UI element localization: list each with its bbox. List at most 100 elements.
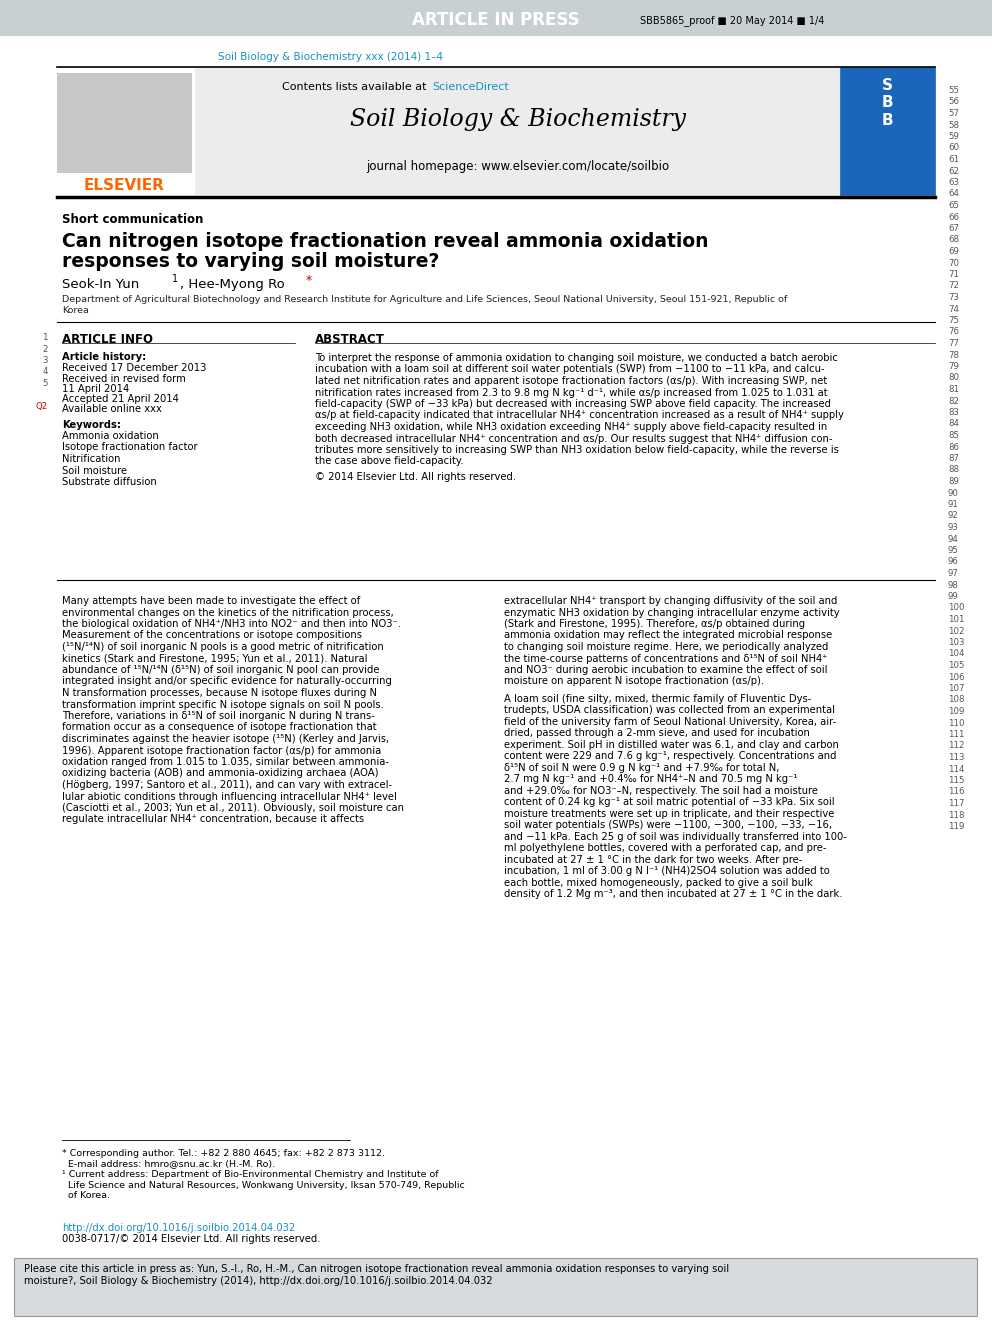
Text: 92: 92 [948,512,959,520]
Text: 98: 98 [948,581,959,590]
Bar [0,0,992,36]
Text: Can nitrogen isotope fractionation reveal ammonia oxidation: Can nitrogen isotope fractionation revea… [62,232,708,251]
Text: 109: 109 [948,706,964,716]
Text: ScienceDirect: ScienceDirect [432,82,509,93]
Text: 82: 82 [948,397,959,406]
Text: Korea: Korea [62,306,89,315]
Text: 59: 59 [948,132,959,142]
Text: Keywords:: Keywords: [62,419,121,430]
Text: δ¹⁵N of soil N were 0.9 g N kg⁻¹ and +7.9‰ for total N,: δ¹⁵N of soil N were 0.9 g N kg⁻¹ and +7.… [504,763,780,773]
Text: the biological oxidation of NH4⁺/NH3 into NO2⁻ and then into NO3⁻.: the biological oxidation of NH4⁺/NH3 int… [62,619,401,628]
Text: Received 17 December 2013: Received 17 December 2013 [62,363,206,373]
Text: to changing soil moisture regime. Here, we periodically analyzed: to changing soil moisture regime. Here, … [504,642,828,652]
Text: Life Science and Natural Resources, Wonkwang University, Iksan 570-749, Republic: Life Science and Natural Resources, Wonk… [62,1180,464,1189]
Text: 64: 64 [948,189,959,198]
Text: ABSTRACT: ABSTRACT [315,333,385,347]
Text: © 2014 Elsevier Ltd. All rights reserved.: © 2014 Elsevier Ltd. All rights reserved… [315,472,516,482]
Text: experiment. Soil pH in distilled water was 6.1, and clay and carbon: experiment. Soil pH in distilled water w… [504,740,839,750]
Text: field of the university farm of Seoul National University, Korea, air-: field of the university farm of Seoul Na… [504,717,836,726]
Text: ARTICLE INFO: ARTICLE INFO [62,333,153,347]
Text: 78: 78 [948,351,959,360]
Text: ml polyethylene bottles, covered with a perforated cap, and pre-: ml polyethylene bottles, covered with a … [504,843,826,853]
Text: ammonia oxidation may reflect the integrated microbial response: ammonia oxidation may reflect the integr… [504,631,832,640]
Text: 60: 60 [948,143,959,152]
Text: Short communication: Short communication [62,213,203,226]
Text: 91: 91 [948,500,959,509]
Text: incubation with a loam soil at different soil water potentials (SWP) from −1100 : incubation with a loam soil at different… [315,365,824,374]
Text: exceeding NH3 oxidation, while NH3 oxidation exceeding NH4⁺ supply above field-c: exceeding NH3 oxidation, while NH3 oxida… [315,422,827,433]
Text: Substrate diffusion: Substrate diffusion [62,478,157,487]
Text: 118: 118 [948,811,964,819]
Text: 67: 67 [948,224,959,233]
Text: Measurement of the concentrations or isotope compositions: Measurement of the concentrations or iso… [62,631,362,640]
Text: Please cite this article in press as: Yun, S.-I., Ro, H.-M., Can nitrogen isotop: Please cite this article in press as: Yu… [24,1263,729,1274]
Text: lated net nitrification rates and apparent isotope fractionation factors (αs/p).: lated net nitrification rates and appare… [315,376,827,386]
Text: 2: 2 [43,344,48,353]
Text: 1996). Apparent isotope fractionation factor (αs/p) for ammonia: 1996). Apparent isotope fractionation fa… [62,745,381,755]
Text: 106: 106 [948,672,964,681]
Text: 95: 95 [948,546,959,556]
Text: http://dx.doi.org/10.1016/j.soilbio.2014.04.032: http://dx.doi.org/10.1016/j.soilbio.2014… [62,1222,296,1233]
Text: E-mail address: hmro@snu.ac.kr (H.-M. Ro).: E-mail address: hmro@snu.ac.kr (H.-M. Ro… [62,1159,275,1168]
Text: moisture on apparent N isotope fractionation (αs/p).: moisture on apparent N isotope fractiona… [504,676,764,687]
Text: discriminates against the heavier isotope (¹⁵N) (Kerley and Jarvis,: discriminates against the heavier isotop… [62,734,389,744]
Text: 3: 3 [43,356,48,365]
Text: 81: 81 [948,385,959,394]
Text: αs/p at field-capacity indicated that intracellular NH4⁺ concentration increased: αs/p at field-capacity indicated that in… [315,410,844,421]
Text: To interpret the response of ammonia oxidation to changing soil moisture, we con: To interpret the response of ammonia oxi… [315,353,838,363]
Text: SBB5865_proof ■ 20 May 2014 ■ 1/4: SBB5865_proof ■ 20 May 2014 ■ 1/4 [640,16,824,26]
Text: and NO3⁻ during aerobic incubation to examine the effect of soil: and NO3⁻ during aerobic incubation to ex… [504,665,827,675]
Text: N transformation processes, because N isotope fluxes during N: N transformation processes, because N is… [62,688,377,699]
Text: responses to varying soil moisture?: responses to varying soil moisture? [62,251,439,271]
Text: 93: 93 [948,523,959,532]
Text: Available online xxx: Available online xxx [62,404,162,414]
Text: incubation, 1 ml of 3.00 g N l⁻¹ (NH4)2SO4 solution was added to: incubation, 1 ml of 3.00 g N l⁻¹ (NH4)2S… [504,867,829,876]
Text: 103: 103 [948,638,964,647]
Text: 4: 4 [43,368,48,377]
Text: 1: 1 [172,274,179,284]
Text: 116: 116 [948,787,964,796]
Text: lular abiotic conditions through influencing intracellular NH4⁺ level: lular abiotic conditions through influen… [62,791,397,802]
Text: both decreased intracellular NH4⁺ concentration and αs/p. Our results suggest th: both decreased intracellular NH4⁺ concen… [315,434,832,443]
Text: 69: 69 [948,247,959,255]
Text: 62: 62 [948,167,959,176]
Text: 80: 80 [948,373,959,382]
Text: 110: 110 [948,718,964,728]
Text: oxidizing bacteria (AOB) and ammonia-oxidizing archaea (AOA): oxidizing bacteria (AOB) and ammonia-oxi… [62,769,379,778]
Text: 89: 89 [948,478,959,486]
Text: (Stark and Firestone, 1995). Therefore, αs/p obtained during: (Stark and Firestone, 1995). Therefore, … [504,619,806,628]
Text: 117: 117 [948,799,964,808]
Text: 97: 97 [948,569,959,578]
Bar [840,67,935,194]
Text: 66: 66 [948,213,959,221]
Text: 63: 63 [948,179,959,187]
Text: 83: 83 [948,407,959,417]
Text: environmental changes on the kinetics of the nitrification process,: environmental changes on the kinetics of… [62,607,394,618]
Text: 76: 76 [948,328,959,336]
Text: Many attempts have been made to investigate the effect of: Many attempts have been made to investig… [62,595,360,606]
Text: integrated insight and/or specific evidence for naturally-occurring: integrated insight and/or specific evide… [62,676,392,687]
Text: 71: 71 [948,270,959,279]
Text: 90: 90 [948,488,959,497]
Text: 79: 79 [948,363,959,370]
Text: 115: 115 [948,777,964,785]
Text: 77: 77 [948,339,959,348]
Text: (Casciotti et al., 2003; Yun et al., 2011). Obviously, soil moisture can: (Casciotti et al., 2003; Yun et al., 201… [62,803,404,814]
Text: Accepted 21 April 2014: Accepted 21 April 2014 [62,394,179,404]
Text: and +29.0‰ for NO3⁻–N, respectively. The soil had a moisture: and +29.0‰ for NO3⁻–N, respectively. The… [504,786,818,795]
Text: 5: 5 [43,378,48,388]
Text: of Korea.: of Korea. [62,1191,110,1200]
Text: 100: 100 [948,603,964,613]
Text: enzymatic NH3 oxidation by changing intracellular enzyme activity: enzymatic NH3 oxidation by changing intr… [504,607,839,618]
Text: 114: 114 [948,765,964,774]
Text: 75: 75 [948,316,959,325]
Text: transformation imprint specific N isotope signals on soil N pools.: transformation imprint specific N isotop… [62,700,384,709]
Text: 84: 84 [948,419,959,429]
Text: * Corresponding author. Tel.: +82 2 880 4645; fax: +82 2 873 3112.: * Corresponding author. Tel.: +82 2 880 … [62,1148,385,1158]
Text: the time-course patterns of concentrations and δ¹⁵N of soil NH4⁺: the time-course patterns of concentratio… [504,654,827,664]
Text: 94: 94 [948,534,959,544]
Text: 85: 85 [948,431,959,441]
Text: ARTICLE IN PRESS: ARTICLE IN PRESS [413,11,579,29]
Text: trudepts, USDA classification) was collected from an experimental: trudepts, USDA classification) was colle… [504,705,835,716]
Text: abundance of ¹⁵N/¹⁴N (δ¹⁵N) of soil inorganic N pool can provide: abundance of ¹⁵N/¹⁴N (δ¹⁵N) of soil inor… [62,665,380,675]
